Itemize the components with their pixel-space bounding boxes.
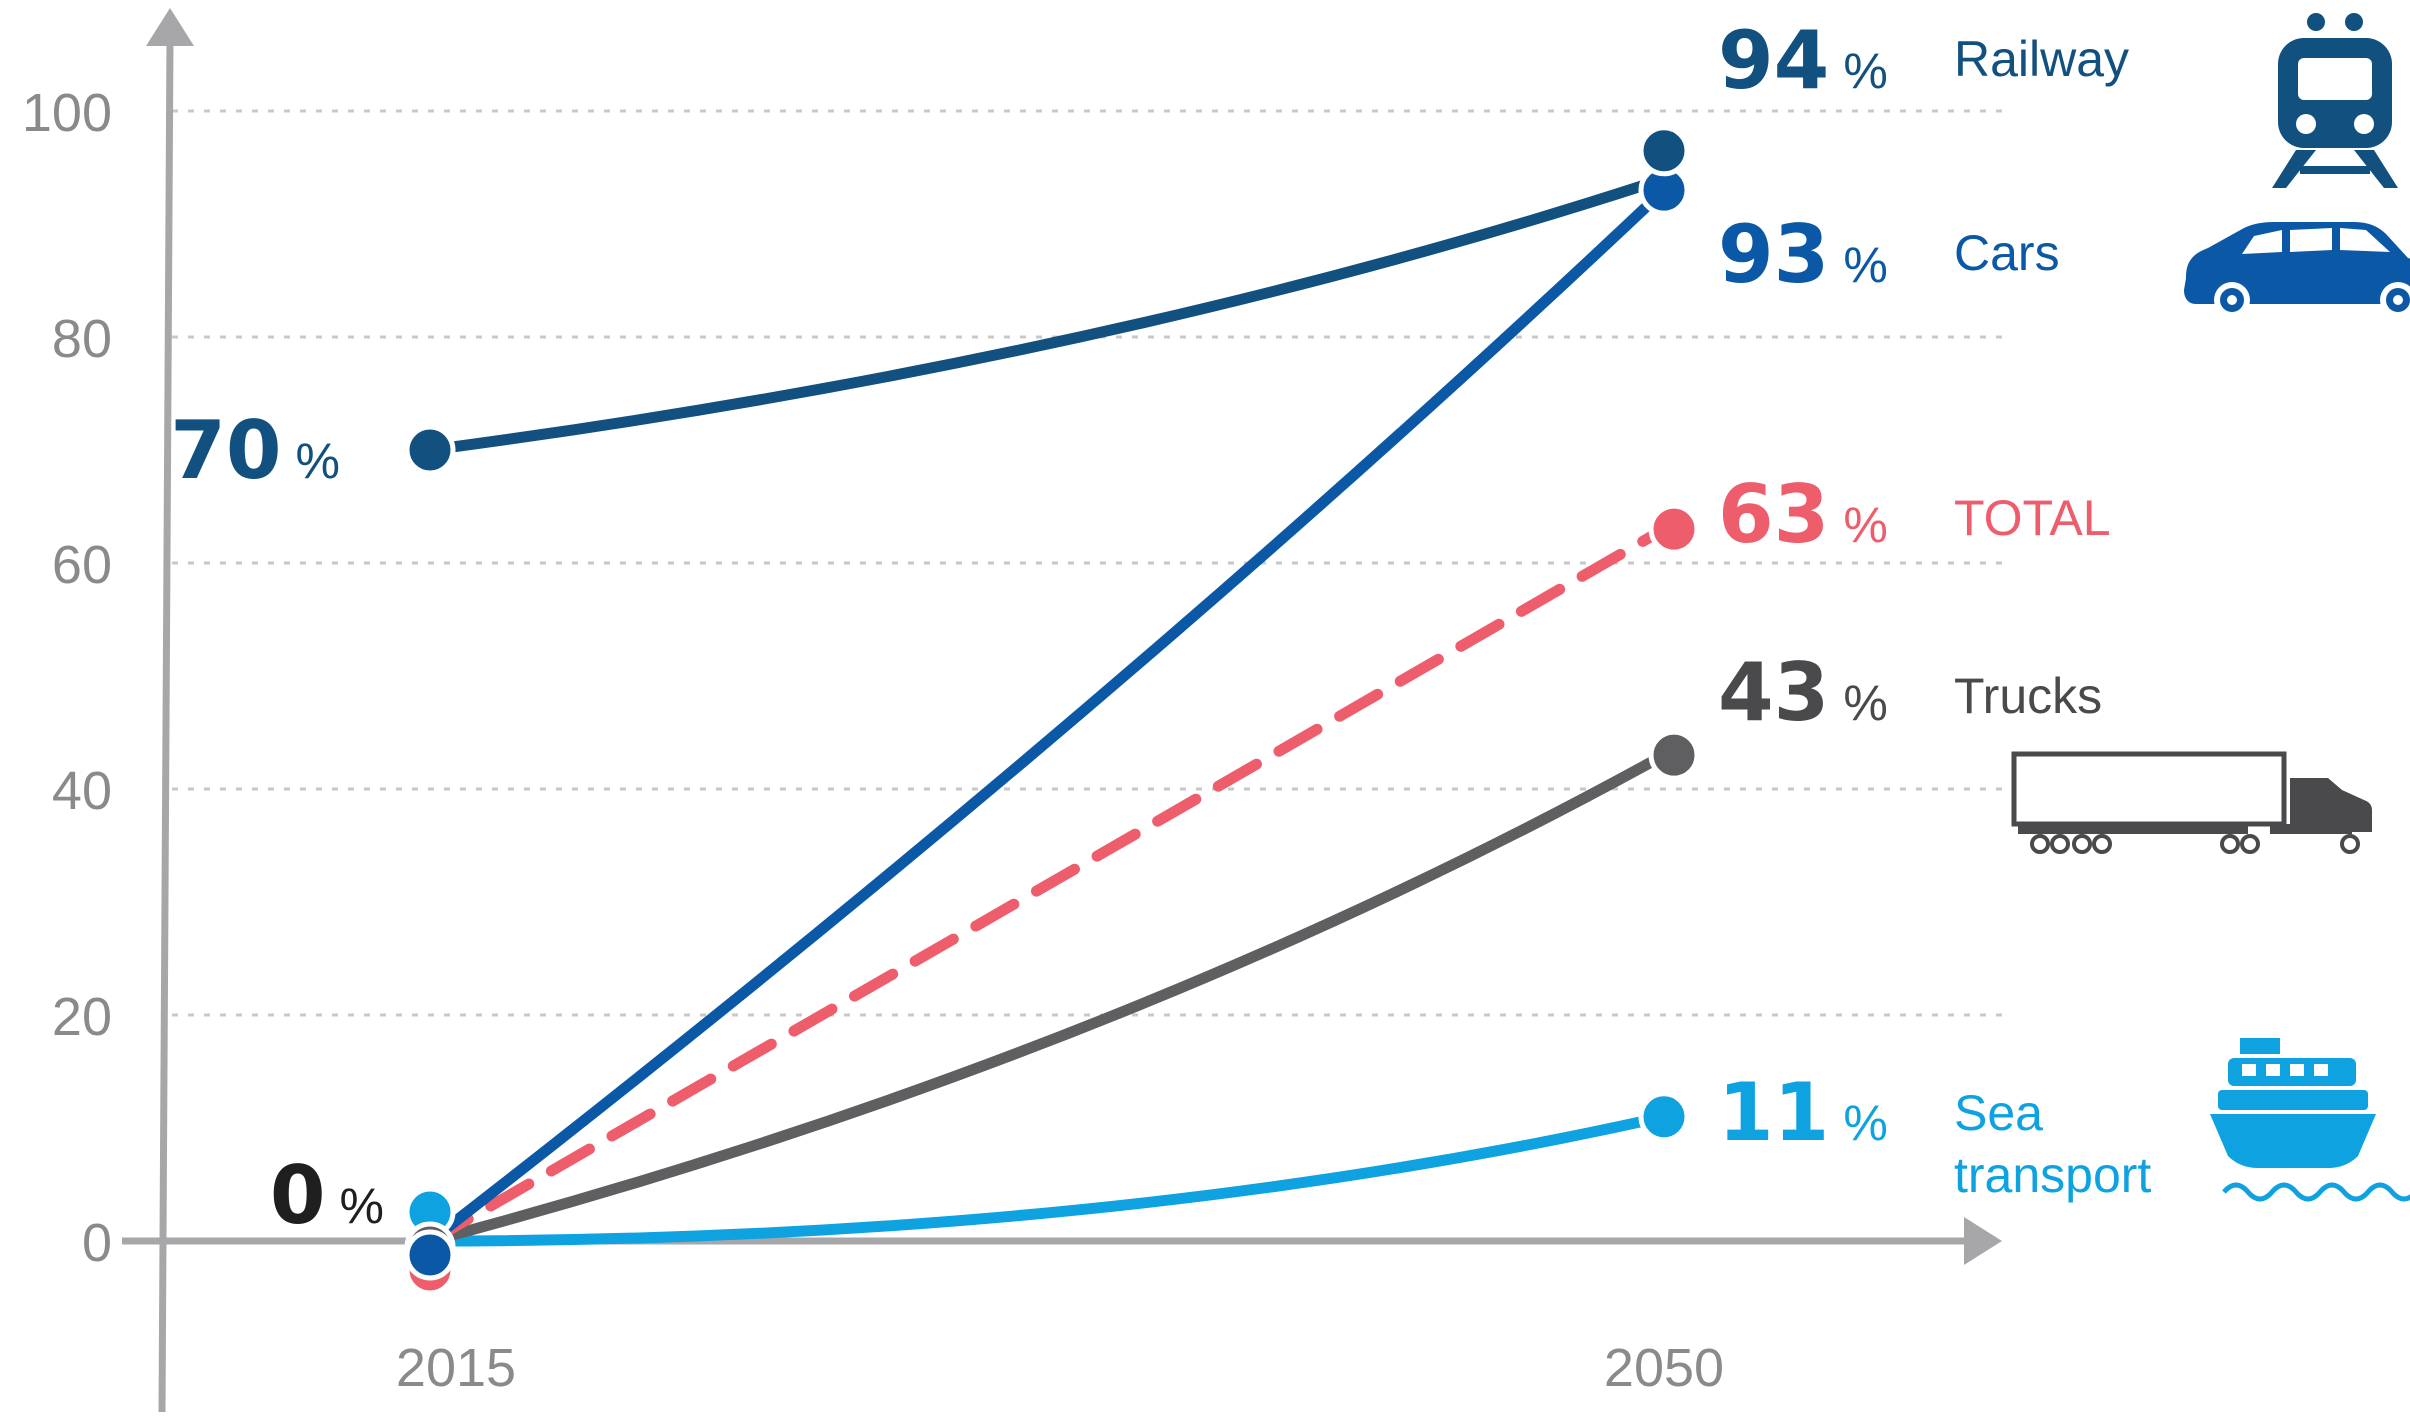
series-points [404,125,1700,1296]
total-end-value: 63 [1718,468,1829,561]
series-line-sea-transport [424,1111,1670,1247]
total-end-label: 63% [1718,468,1888,561]
series-line-trucks [424,749,1670,1247]
cars-end-value: 93 [1718,208,1829,301]
x-tick-label-2015: 2015 [396,1338,516,1398]
trucks-end-value: 43 [1718,646,1829,739]
zero-pct: % [340,1178,384,1234]
railway-start-value: 70 [170,404,281,497]
sea-end-pct: % [1843,1095,1887,1151]
zero-value: 0 [270,1149,326,1242]
railway-end-label: 94% [1718,14,1888,107]
series-line-cars [424,184,1670,1247]
y-tick-label: 100 [22,83,112,143]
railway-start-label: 70% [170,404,340,497]
data-point-trucks-end [1648,729,1700,781]
railway-end-pct: % [1843,43,1887,99]
zero-label: 0% [270,1149,384,1242]
data-point-cars-start [404,1229,456,1281]
trucks-series-label: Trucks [1954,668,2102,724]
y-tick-label: 40 [52,761,112,821]
series-lines [424,173,1670,1247]
data-point-sea-transport-end [1638,1091,1690,1143]
truck-icon [2011,751,2372,854]
railway-series-label: Railway [1954,31,2129,87]
y-axis-line [158,37,174,1413]
sea-end-value: 11 [1718,1066,1829,1159]
total-end-pct: % [1843,497,1887,553]
trucks-end-pct: % [1843,675,1887,731]
value-labels: 70% 0% 94% Railway 93% Cars 63% TOTAL 43… [170,14,2151,1242]
sea-series-label-line2: transport [1954,1147,2151,1203]
ship-icon [2210,1038,2410,1202]
trucks-end-label: 43% [1718,646,1888,739]
y-tick-labels: 0 20 40 60 80 100 [22,83,112,1273]
railway-end-value: 94 [1718,14,1829,107]
total-series-label: TOTAL [1954,490,2111,546]
car-icon [2184,222,2410,318]
series-line-total [424,523,1670,1247]
data-point-railway-start [404,424,456,476]
cars-end-label: 93% [1718,208,1888,301]
cars-series-label: Cars [1954,225,2060,281]
data-point-total-end [1648,503,1700,555]
x-tick-label-2050: 2050 [1604,1338,1724,1398]
y-axis-arrow [146,8,194,46]
cars-end-pct: % [1843,237,1887,293]
sea-end-label: 11% [1718,1066,1888,1159]
x-axis-arrow [1964,1217,2002,1265]
series-line-railway [424,173,1670,456]
data-point-railway-end [1638,125,1690,177]
y-tick-label: 80 [52,309,112,369]
x-tick-labels: 2015 2050 [396,1338,1724,1398]
y-tick-label: 20 [52,987,112,1047]
y-tick-label: 60 [52,535,112,595]
train-icon [2272,13,2398,188]
railway-start-pct: % [296,433,340,489]
y-tick-label: 0 [82,1213,112,1273]
sea-series-label-line1: Sea [1954,1085,2043,1141]
